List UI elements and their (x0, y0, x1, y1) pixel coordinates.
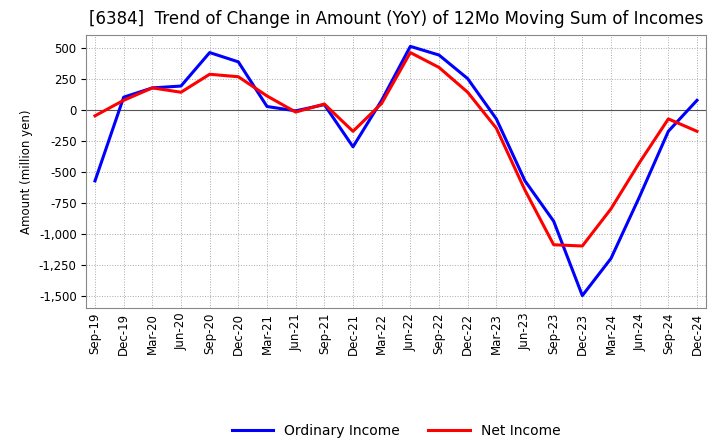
Net Income (435, 65, 444, 70)
Line: Ordinary Income: Ordinary Income (95, 46, 697, 296)
Ordinary Income (348, 144, 357, 150)
Ordinary Income (91, 178, 99, 183)
Ordinary Income (521, 178, 529, 183)
Net Income (234, 74, 243, 79)
Net Income (492, 125, 500, 131)
Ordinary Income (148, 85, 157, 91)
Y-axis label: Amount (million yen): Amount (million yen) (20, 110, 33, 234)
Net Income (176, 90, 185, 95)
Net Income (348, 128, 357, 134)
Net Income (120, 98, 128, 103)
Ordinary Income (635, 194, 644, 199)
Ordinary Income (607, 256, 616, 261)
Net Income (607, 206, 616, 212)
Ordinary Income (549, 219, 558, 224)
Net Income (205, 72, 214, 77)
Net Income (91, 113, 99, 118)
Ordinary Income (464, 76, 472, 81)
Ordinary Income (234, 59, 243, 65)
Net Income (148, 85, 157, 91)
Net Income (406, 50, 415, 55)
Line: Net Income: Net Income (95, 52, 697, 246)
Ordinary Income (435, 52, 444, 58)
Ordinary Income (578, 293, 587, 298)
Legend: Ordinary Income, Net Income: Ordinary Income, Net Income (226, 418, 566, 440)
Net Income (549, 242, 558, 247)
Net Income (292, 110, 300, 115)
Net Income (320, 101, 328, 106)
Ordinary Income (292, 108, 300, 114)
Net Income (693, 128, 701, 134)
Net Income (464, 90, 472, 95)
Net Income (521, 187, 529, 193)
Ordinary Income (263, 104, 271, 109)
Ordinary Income (693, 98, 701, 103)
Ordinary Income (176, 84, 185, 89)
Net Income (635, 160, 644, 165)
Ordinary Income (205, 50, 214, 55)
Ordinary Income (492, 116, 500, 121)
Title: [6384]  Trend of Change in Amount (YoY) of 12Mo Moving Sum of Incomes: [6384] Trend of Change in Amount (YoY) o… (89, 10, 703, 28)
Ordinary Income (406, 44, 415, 49)
Net Income (578, 243, 587, 249)
Ordinary Income (377, 98, 386, 103)
Net Income (263, 93, 271, 99)
Ordinary Income (664, 128, 672, 134)
Ordinary Income (320, 102, 328, 107)
Net Income (664, 116, 672, 121)
Ordinary Income (120, 95, 128, 100)
Net Income (377, 101, 386, 106)
